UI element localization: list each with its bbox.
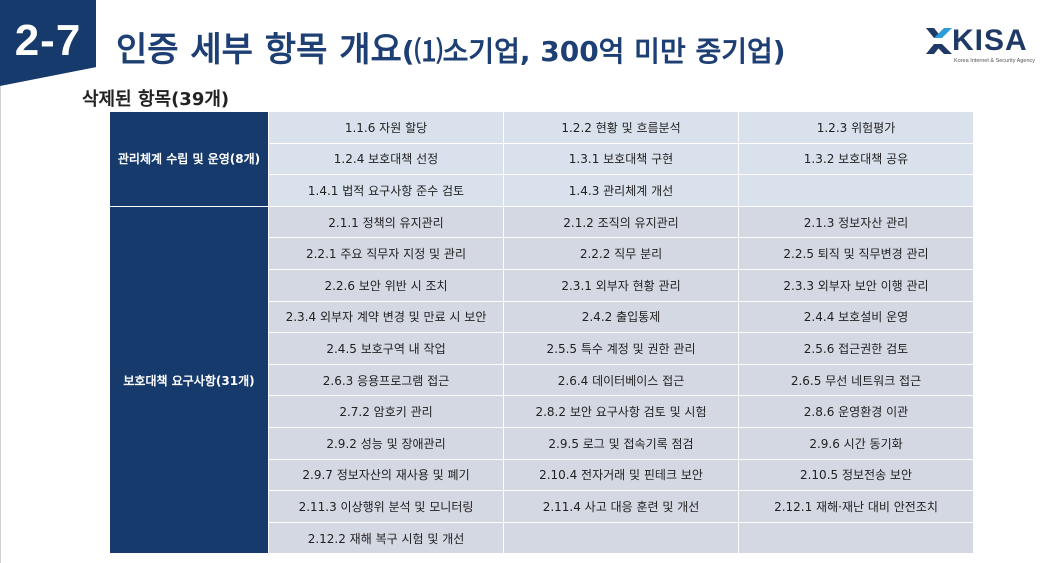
item-cell: 1.2.3 위험평가 [739,112,973,143]
item-cell: 2.9.6 시간 동기화 [739,427,973,459]
item-cell: 2.3.4 외부자 계약 변경 및 만료 시 보안 [269,301,503,333]
section-number: 2-7 [14,16,82,65]
category-cell: 보호대책 요구사항(31개) [110,206,268,554]
item-cell: 2.1.3 정보자산 관리 [739,206,973,238]
item-cell: 1.2.4 보호대책 선정 [269,143,503,175]
empty-cell [739,175,973,206]
item-cell: 2.9.5 로그 및 접속기록 점검 [504,427,738,459]
item-cell: 2.2.1 주요 직무자 지정 및 관리 [269,238,503,269]
item-cell: 1.1.6 자원 할당 [269,112,503,143]
item-cell: 2.6.4 데이터베이스 접근 [504,364,738,396]
kisa-logo: KISA Korea Internet & Security Agency [922,24,1044,70]
item-cell: 2.4.4 보호설비 운영 [739,301,973,333]
item-cell: 2.2.2 직무 분리 [504,238,738,269]
item-cell: 2.3.3 외부자 보안 이행 관리 [739,269,973,301]
item-cell: 2.10.4 전자거래 및 핀테크 보안 [504,459,738,491]
item-cell: 2.10.5 정보전송 보안 [739,459,973,491]
item-cell: 2.1.1 정책의 유지관리 [269,206,503,238]
kisa-logo-word: KISA [952,24,1028,57]
item-cell: 2.2.5 퇴직 및 직무변경 관리 [739,238,973,269]
item-cell: 2.9.7 정보자산의 재사용 및 폐기 [269,459,503,491]
item-cell: 2.4.2 출입통제 [504,301,738,333]
kisa-logo-mark-icon [926,28,952,54]
deleted-items-table: 관리체계 수립 및 운영(8개) 1.1.6 자원 할당 1.2.2 현황 및 흐름… [110,112,973,554]
item-cell: 2.9.2 성능 및 장애관리 [269,427,503,459]
item-cell: 2.8.6 운영환경 이관 [739,396,973,427]
item-cell: 2.1.2 조직의 유지관리 [504,206,738,238]
section-subtitle: 삭제된 항목(39개) [82,89,230,110]
item-cell: 2.8.2 보안 요구사항 검토 및 시험 [504,396,738,427]
page-title-paren: (⑴소기업, 300억 미만 중기업) [401,35,786,68]
kisa-logo-subtext: Korea Internet & Security Agency [954,58,1036,64]
item-cell: 2.11.4 사고 대응 훈련 및 개선 [504,491,738,522]
item-cell: 2.5.5 특수 계정 및 권한 관리 [504,333,738,364]
item-cell: 1.3.2 보호대책 공유 [739,143,973,175]
item-cell: 2.6.5 무선 네트워크 접근 [739,364,973,396]
item-cell: 1.3.1 보호대책 구현 [504,143,738,175]
item-cell: 2.3.1 외부자 현황 관리 [504,269,738,301]
item-cell: 2.6.3 응용프로그램 접근 [269,364,503,396]
item-cell: 2.12.1 재해·재난 대비 안전조치 [739,491,973,522]
item-cell: 2.4.5 보호구역 내 작업 [269,333,503,364]
category-cell: 관리체계 수립 및 운영(8개) [110,112,268,206]
item-cell: 2.2.6 보안 위반 시 조치 [269,269,503,301]
page-title: 인증 세부 항목 개요(⑴소기업, 300억 미만 중기업) [116,22,786,71]
item-cell: 2.12.2 재해 복구 시험 및 개선 [269,522,503,554]
item-cell: 1.4.1 법적 요구사항 준수 검토 [269,175,503,206]
item-cell: 1.2.2 현황 및 흐름분석 [504,112,738,143]
item-cell: 2.7.2 암호키 관리 [269,396,503,427]
item-cell: 1.4.3 관리체계 개선 [504,175,738,206]
page-title-main: 인증 세부 항목 개요 [116,30,402,70]
empty-cell [739,522,973,554]
item-cell: 2.5.6 접근권한 검토 [739,333,973,364]
empty-cell [504,522,738,554]
item-cell: 2.11.3 이상행위 분석 및 모니터링 [269,491,503,522]
